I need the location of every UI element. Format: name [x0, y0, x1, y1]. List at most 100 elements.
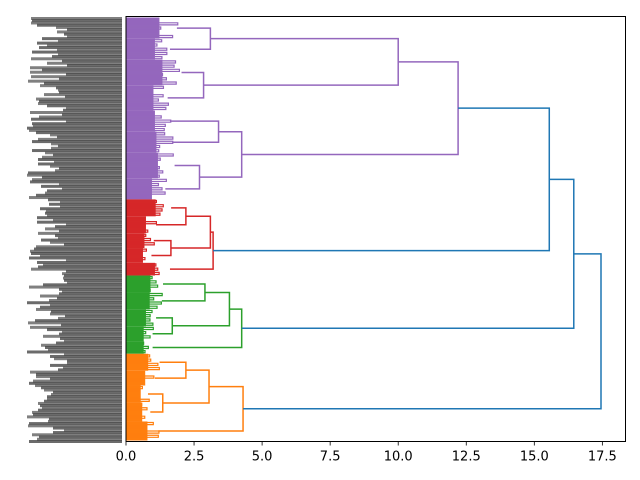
- leaf-label: [38, 265, 122, 269]
- leaf-label: [66, 119, 122, 123]
- leaf-cluster: [126, 131, 174, 153]
- leaf-link: [126, 199, 158, 204]
- leaf-link: [126, 248, 148, 252]
- leaf-cluster: [126, 110, 172, 132]
- leaf-label: [31, 57, 122, 61]
- leaf-label: [45, 191, 122, 195]
- dendrogram-link: [241, 61, 459, 156]
- leaf-label: [42, 406, 122, 410]
- leaf-link: [126, 330, 147, 335]
- leaf-label: [49, 417, 122, 421]
- leaf-label: [66, 72, 122, 76]
- leaf-link: [126, 263, 157, 267]
- leaf-label: [48, 348, 122, 352]
- leaf-cluster: [126, 292, 163, 310]
- leaf-label: [53, 390, 122, 394]
- leaf-link: [126, 375, 155, 379]
- leaf-label: [57, 48, 122, 52]
- leaf-label: [42, 37, 122, 41]
- leaf-label: [66, 258, 122, 262]
- leaf-label: [29, 381, 122, 385]
- leaf-labels: [27, 17, 122, 443]
- leaf-cluster: [126, 17, 179, 39]
- leaf-link: [126, 39, 163, 43]
- leaf-link: [126, 64, 175, 68]
- leaf-cluster: [126, 233, 155, 249]
- leaf-label: [28, 171, 122, 175]
- x-axis: 0.0 2.5 5.0 7.5 10.0 12.5 15.0 17.5: [116, 441, 617, 465]
- leaf-label: [31, 267, 122, 271]
- leaf-link: [126, 204, 164, 208]
- leaf-label: [40, 294, 122, 298]
- leaf-label: [31, 75, 122, 79]
- leaf-link: [126, 111, 153, 115]
- leaf-fill: [126, 275, 151, 293]
- leaf-label: [27, 415, 122, 419]
- leaf-label: [39, 435, 122, 439]
- leaf-link: [126, 47, 168, 51]
- leaf-label: [36, 193, 122, 197]
- leaf-label: [51, 310, 122, 314]
- dendrogram-link: [152, 317, 174, 335]
- leaf-fill: [126, 262, 155, 276]
- leaf-label: [37, 41, 122, 45]
- leaf-link: [126, 30, 160, 34]
- leaf-label: [46, 209, 122, 213]
- dendrogram-link: [203, 37, 399, 86]
- leaf-link: [126, 326, 154, 331]
- leaf-label: [67, 281, 122, 285]
- leaf-label: [58, 39, 122, 43]
- leaf-link: [126, 72, 164, 77]
- leaf-label: [37, 216, 122, 220]
- leaf-label: [27, 173, 122, 177]
- leaf-label: [36, 307, 122, 311]
- leaf-label: [66, 222, 122, 226]
- leaf-label: [48, 419, 122, 423]
- dendrogram-link: [147, 393, 164, 413]
- leaf-label: [32, 122, 122, 126]
- leaf-link: [126, 68, 181, 73]
- x-tick-label: 7.5: [320, 450, 341, 465]
- leaf-label: [45, 211, 122, 215]
- leaf-link: [126, 415, 146, 419]
- leaf-label: [48, 198, 122, 202]
- leaf-label: [58, 368, 122, 372]
- leaf-link: [126, 318, 151, 322]
- x-tick-label: 0.0: [116, 450, 137, 465]
- leaf-fill: [126, 341, 144, 354]
- leaf-label: [62, 59, 122, 63]
- leaf-link: [126, 271, 160, 276]
- leaf-label: [49, 202, 122, 206]
- leaf-label: [47, 213, 122, 217]
- leaf-link: [126, 115, 162, 119]
- leaf-label: [47, 61, 122, 65]
- leaf-link: [126, 94, 164, 98]
- x-tick-label: 5.0: [252, 450, 273, 465]
- leaf-label: [40, 84, 122, 88]
- leaf-link: [126, 394, 140, 398]
- leaf-label: [50, 377, 122, 381]
- leaf-cluster: [126, 199, 164, 217]
- leaf-cluster: [126, 370, 155, 386]
- leaf-label: [66, 106, 122, 110]
- leaf-link: [126, 220, 157, 225]
- leaf-label: [40, 207, 122, 211]
- leaf-cluster: [126, 341, 149, 354]
- leaf-label: [51, 142, 122, 146]
- leaf-cluster: [126, 152, 174, 179]
- leaf-label: [27, 350, 122, 354]
- leaf-link: [126, 297, 155, 301]
- x-tick-label: 12.5: [452, 450, 481, 465]
- leaf-link: [126, 144, 161, 149]
- leaf-label: [62, 330, 122, 334]
- leaf-label: [55, 234, 122, 238]
- leaf-label: [38, 408, 122, 412]
- leaf-label: [33, 379, 122, 383]
- dendrogram-link: [162, 369, 210, 404]
- leaf-link: [126, 275, 153, 280]
- x-tick-label: 15.0: [520, 450, 549, 465]
- leaf-label: [47, 395, 122, 399]
- dendrogram-link: [172, 291, 231, 327]
- leaf-label: [50, 133, 122, 137]
